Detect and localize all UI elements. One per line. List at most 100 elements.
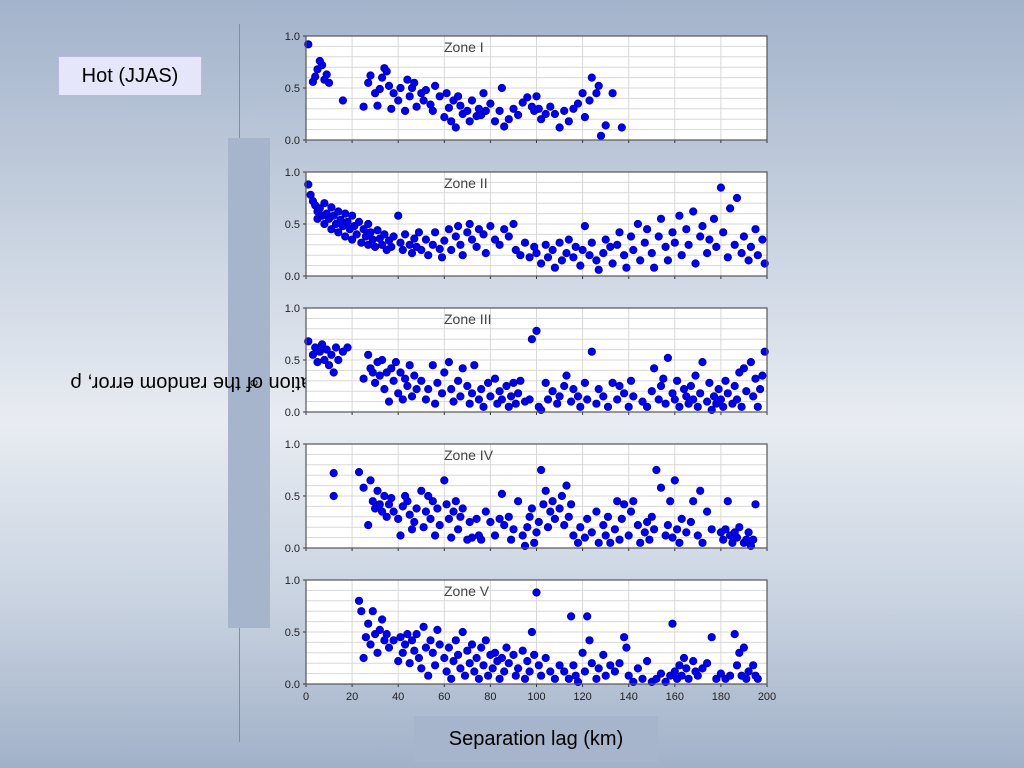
data-point-zone-iv: [500, 521, 509, 530]
data-point-zone-iv: [615, 535, 624, 544]
data-point-zone-v: [643, 656, 652, 666]
data-point-zone-i: [500, 122, 509, 131]
data-point-zone-v: [419, 622, 428, 631]
y-tick-label-zone-iii: 0.5: [285, 355, 300, 367]
data-point-zone-ii: [677, 251, 686, 260]
data-point-zone-iv: [507, 535, 516, 544]
data-point-zone-iii: [486, 392, 495, 401]
data-point-zone-iii: [647, 387, 656, 396]
data-point-zone-iv: [613, 497, 622, 506]
data-point-zone-i: [481, 106, 490, 115]
data-point-zone-ii: [675, 211, 684, 220]
data-point-zone-iii: [407, 392, 417, 401]
data-point-zone-iv: [394, 514, 403, 524]
data-point-zone-v: [424, 671, 433, 680]
data-point-zone-iii: [384, 397, 394, 406]
data-point-zone-iii: [624, 402, 633, 411]
data-point-zone-iv: [354, 468, 364, 477]
data-point-zone-iv: [403, 497, 412, 506]
data-point-zone-i: [440, 112, 449, 122]
data-point-zone-iv: [428, 497, 437, 506]
data-point-zone-ii: [615, 228, 624, 237]
data-point-zone-iii: [693, 402, 702, 411]
data-point-zone-v: [465, 659, 474, 668]
data-point-zone-iv: [661, 531, 670, 540]
x-tick-label-zone-v: 180: [712, 691, 730, 703]
data-point-zone-iv: [431, 531, 440, 540]
data-point-zone-iv: [380, 491, 389, 501]
data-point-zone-ii: [341, 209, 350, 218]
data-point-zone-iii: [751, 374, 760, 383]
x-tick-label-zone-v: 120: [573, 691, 591, 703]
data-point-zone-iii: [719, 402, 728, 411]
data-point-zone-v: [357, 607, 366, 616]
data-point-zone-i: [428, 106, 437, 115]
data-point-zone-ii: [668, 228, 677, 237]
data-point-zone-iii: [603, 402, 613, 411]
data-point-zone-iii: [753, 402, 762, 411]
data-point-zone-ii: [465, 219, 474, 229]
chart-title-zone-iii: Zone III: [444, 311, 491, 327]
data-point-zone-iii: [313, 358, 322, 367]
data-point-zone-v: [417, 664, 426, 673]
data-point-zone-i: [617, 123, 626, 132]
data-point-zone-iv: [329, 491, 338, 501]
data-point-zone-iii: [389, 376, 398, 385]
data-point-zone-v: [753, 674, 762, 683]
data-point-zone-iii: [511, 399, 520, 408]
data-point-zone-ii: [622, 263, 631, 272]
data-point-zone-ii: [327, 203, 336, 212]
data-point-zone-iii: [368, 368, 377, 377]
data-point-zone-iii: [703, 397, 712, 406]
x-tick-label-zone-v: 60: [438, 691, 450, 703]
data-point-zone-iv: [645, 535, 654, 544]
data-point-zone-v: [622, 643, 631, 652]
y-tick-label-zone-ii: 0.5: [285, 219, 300, 231]
data-point-zone-ii: [467, 235, 477, 244]
data-point-zone-ii: [636, 256, 645, 265]
data-point-zone-v: [368, 607, 377, 616]
data-point-zone-i: [541, 109, 550, 119]
data-point-zone-iii: [698, 358, 707, 367]
data-point-zone-iv: [735, 523, 744, 532]
data-point-zone-i: [465, 117, 474, 126]
data-point-zone-i: [447, 117, 456, 126]
data-point-zone-v: [359, 653, 368, 663]
data-point-zone-v: [739, 643, 749, 652]
data-point-zone-i: [596, 131, 606, 140]
data-point-zone-iv: [472, 514, 481, 524]
data-point-zone-i: [421, 85, 430, 95]
data-point-zone-ii: [532, 249, 541, 258]
data-point-zone-iv: [377, 507, 387, 516]
data-point-zone-v: [534, 661, 543, 670]
data-point-zone-v: [407, 636, 417, 645]
data-point-zone-ii: [739, 232, 749, 241]
data-point-zone-ii: [585, 251, 594, 260]
data-point-zone-iv: [364, 521, 373, 530]
y-tick-label-zone-iv: 0.0: [285, 543, 300, 555]
data-point-zone-v: [474, 674, 483, 683]
data-point-zone-ii: [629, 245, 638, 255]
data-point-zone-v: [375, 625, 384, 635]
data-point-zone-ii: [691, 259, 700, 268]
data-point-zone-v: [366, 640, 375, 649]
data-point-zone-iii: [398, 395, 407, 404]
data-point-zone-i: [509, 104, 518, 113]
data-point-zone-i: [555, 123, 564, 132]
data-point-zone-iv: [421, 507, 430, 516]
y-tick-label-zone-iii: 0.0: [285, 407, 300, 419]
data-point-zone-v: [435, 640, 444, 649]
data-point-zone-v: [592, 674, 601, 683]
data-point-zone-iv: [629, 497, 638, 506]
data-point-zone-iv: [509, 525, 518, 534]
data-point-zone-v: [470, 667, 479, 676]
data-point-zone-iii: [308, 350, 318, 359]
data-point-zone-ii: [601, 235, 610, 244]
data-point-zone-ii: [479, 230, 488, 239]
data-point-zone-v: [401, 640, 410, 649]
data-point-zone-iii: [359, 374, 368, 383]
data-point-zone-iv: [440, 476, 449, 485]
data-point-zone-iv: [387, 494, 396, 503]
plot-frame-zone-i: [305, 35, 768, 141]
data-point-zone-iv: [686, 517, 696, 527]
